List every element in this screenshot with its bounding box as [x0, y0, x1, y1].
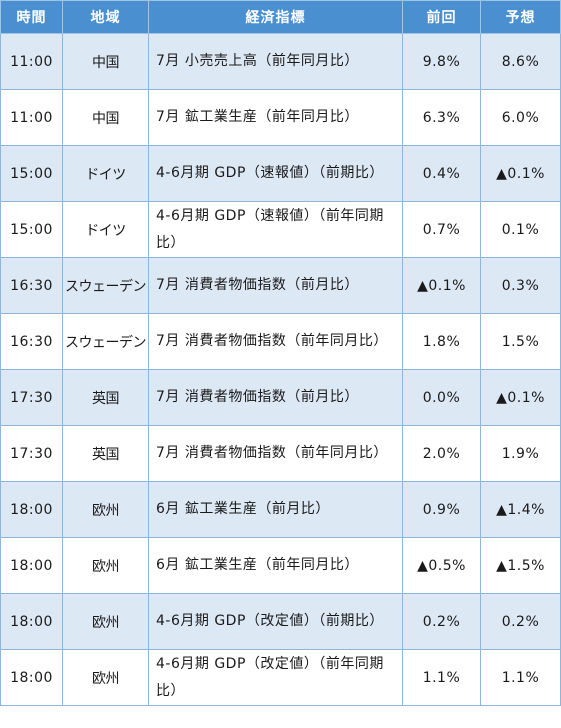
cell-previous: 0.0% — [402, 369, 481, 426]
table-row: 18:00 欧州 6月 鉱工業生産（前年同月比） ▲0.5% ▲1.5% — [0, 537, 561, 594]
cell-time: 18:00 — [0, 649, 63, 706]
cell-previous: 0.2% — [402, 593, 481, 650]
cell-region: 英国 — [62, 425, 149, 482]
cell-forecast: ▲0.1% — [480, 145, 561, 202]
cell-forecast: ▲1.4% — [480, 481, 561, 538]
cell-previous: 0.7% — [402, 201, 481, 258]
cell-forecast: 6.0% — [480, 89, 561, 146]
table-row: 18:00 欧州 4-6月期 GDP（改定値）（前期比） 0.2% 0.2% — [0, 593, 561, 650]
cell-time: 18:00 — [0, 537, 63, 594]
header-previous: 前回 — [402, 0, 481, 34]
cell-previous: ▲0.5% — [402, 537, 481, 594]
cell-region: 欧州 — [62, 593, 149, 650]
cell-time: 18:00 — [0, 593, 63, 650]
cell-time: 18:00 — [0, 481, 63, 538]
cell-previous: 1.1% — [402, 649, 481, 706]
cell-region: 中国 — [62, 89, 149, 146]
cell-forecast: 0.1% — [480, 201, 561, 258]
table-row: 11:00 中国 7月 小売売上高（前年同月比） 9.8% 8.6% — [0, 33, 561, 90]
table-row: 16:30 スウェーデン 7月 消費者物価指数（前月比） ▲0.1% 0.3% — [0, 257, 561, 314]
table-row: 17:30 英国 7月 消費者物価指数（前年同月比） 2.0% 1.9% — [0, 425, 561, 482]
header-indicator: 経済指標 — [148, 0, 403, 34]
cell-forecast: ▲1.5% — [480, 537, 561, 594]
economic-indicators-table: 時間 地域 経済指標 前回 予想 11:00 中国 7月 小売売上高（前年同月比… — [0, 0, 561, 706]
cell-forecast: 1.5% — [480, 313, 561, 370]
cell-time: 11:00 — [0, 89, 63, 146]
cell-forecast: 8.6% — [480, 33, 561, 90]
cell-indicator: 7月 消費者物価指数（前月比） — [148, 369, 403, 426]
cell-indicator: 7月 消費者物価指数（前月比） — [148, 257, 403, 314]
cell-forecast: 1.9% — [480, 425, 561, 482]
cell-indicator: 7月 消費者物価指数（前年同月比） — [148, 313, 403, 370]
header-region: 地域 — [62, 0, 149, 34]
cell-indicator: 4-6月期 GDP（速報値）（前年同期比） — [148, 201, 403, 258]
table-row: 18:00 欧州 6月 鉱工業生産（前月比） 0.9% ▲1.4% — [0, 481, 561, 538]
table-row: 17:30 英国 7月 消費者物価指数（前月比） 0.0% ▲0.1% — [0, 369, 561, 426]
table-row: 11:00 中国 7月 鉱工業生産（前年同月比） 6.3% 6.0% — [0, 89, 561, 146]
header-time: 時間 — [0, 0, 63, 34]
cell-time: 11:00 — [0, 33, 63, 90]
cell-indicator: 6月 鉱工業生産（前月比） — [148, 481, 403, 538]
cell-previous: ▲0.1% — [402, 257, 481, 314]
cell-region: 欧州 — [62, 481, 149, 538]
table-row: 15:00 ドイツ 4-6月期 GDP（速報値）（前期比） 0.4% ▲0.1% — [0, 145, 561, 202]
cell-forecast: 1.1% — [480, 649, 561, 706]
cell-region: スウェーデン — [62, 257, 149, 314]
cell-region: ドイツ — [62, 201, 149, 258]
cell-previous: 2.0% — [402, 425, 481, 482]
cell-forecast: ▲0.1% — [480, 369, 561, 426]
cell-indicator: 4-6月期 GDP（改定値）（前年同期比） — [148, 649, 403, 706]
cell-region: 中国 — [62, 33, 149, 90]
cell-previous: 0.4% — [402, 145, 481, 202]
cell-indicator: 6月 鉱工業生産（前年同月比） — [148, 537, 403, 594]
table-header-row: 時間 地域 経済指標 前回 予想 — [0, 0, 561, 34]
cell-previous: 0.9% — [402, 481, 481, 538]
cell-indicator: 4-6月期 GDP（改定値）（前期比） — [148, 593, 403, 650]
cell-time: 17:30 — [0, 425, 63, 482]
cell-time: 15:00 — [0, 145, 63, 202]
cell-region: 欧州 — [62, 537, 149, 594]
cell-region: ドイツ — [62, 145, 149, 202]
cell-region: 欧州 — [62, 649, 149, 706]
cell-indicator: 7月 小売売上高（前年同月比） — [148, 33, 403, 90]
cell-forecast: 0.3% — [480, 257, 561, 314]
cell-region: スウェーデン — [62, 313, 149, 370]
cell-time: 16:30 — [0, 257, 63, 314]
cell-time: 16:30 — [0, 313, 63, 370]
cell-region: 英国 — [62, 369, 149, 426]
cell-forecast: 0.2% — [480, 593, 561, 650]
table-row: 16:30 スウェーデン 7月 消費者物価指数（前年同月比） 1.8% 1.5% — [0, 313, 561, 370]
cell-indicator: 7月 消費者物価指数（前年同月比） — [148, 425, 403, 482]
cell-time: 17:30 — [0, 369, 63, 426]
cell-previous: 9.8% — [402, 33, 481, 90]
cell-indicator: 7月 鉱工業生産（前年同月比） — [148, 89, 403, 146]
table-row: 15:00 ドイツ 4-6月期 GDP（速報値）（前年同期比） 0.7% 0.1… — [0, 201, 561, 258]
table-row: 18:00 欧州 4-6月期 GDP（改定値）（前年同期比） 1.1% 1.1% — [0, 649, 561, 706]
cell-indicator: 4-6月期 GDP（速報値）（前期比） — [148, 145, 403, 202]
header-forecast: 予想 — [480, 0, 561, 34]
cell-time: 15:00 — [0, 201, 63, 258]
cell-previous: 6.3% — [402, 89, 481, 146]
cell-previous: 1.8% — [402, 313, 481, 370]
